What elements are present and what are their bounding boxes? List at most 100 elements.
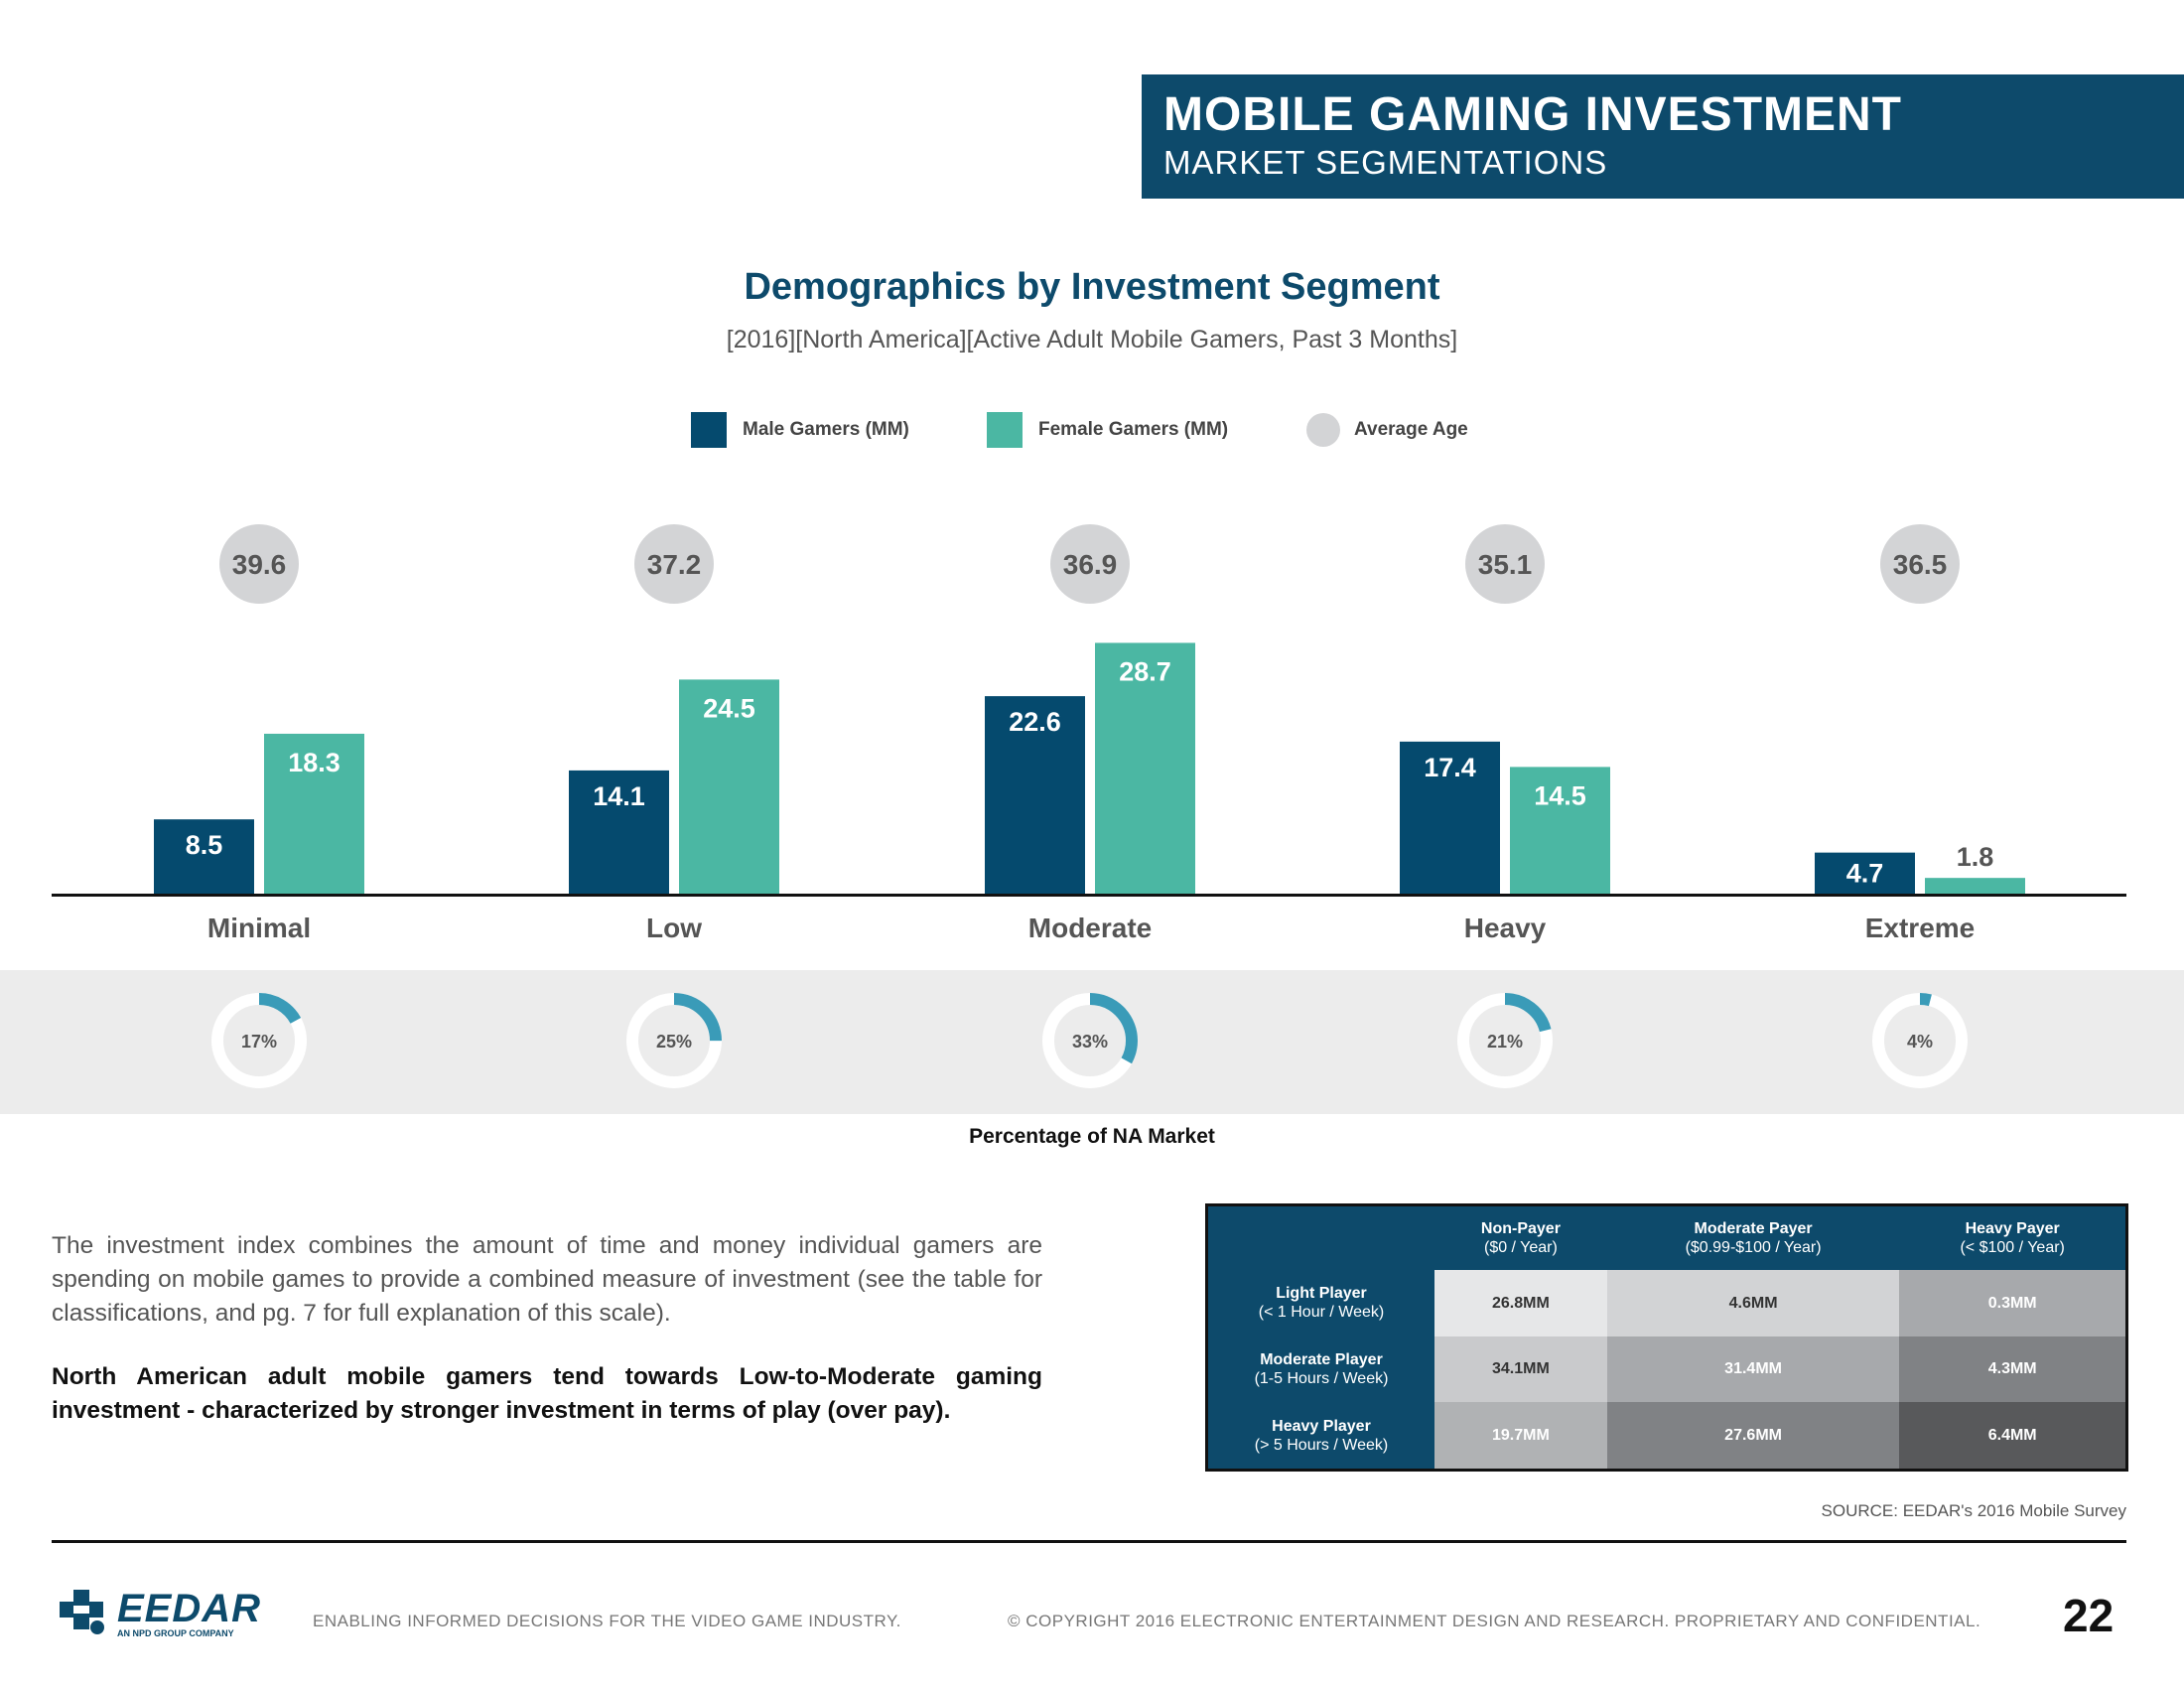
table-row-header: Heavy Player (> 5 Hours / Week) — [1208, 1402, 1434, 1469]
average-age-label: 36.9 — [1063, 549, 1118, 580]
donut-label: 25% — [656, 1032, 692, 1052]
bar-male — [1400, 741, 1500, 894]
donut-arc — [1042, 993, 1138, 1088]
body-conclusion: North American adult mobile gamers tend … — [52, 1363, 1042, 1424]
table-col-header: Moderate Payer ($0.99-$100 / Year) — [1607, 1206, 1900, 1270]
bar-female — [1095, 642, 1195, 894]
bar-label-male: 8.5 — [186, 830, 223, 860]
col-detail: ($0 / Year) — [1483, 1239, 1558, 1256]
legend-swatch-female — [987, 412, 1023, 448]
donut-label: 4% — [1907, 1032, 1933, 1052]
legend-item-male: Male Gamers (MM) — [691, 412, 909, 448]
legend-item-average-age: Average Age — [1306, 412, 1468, 448]
bar-label-male: 4.7 — [1846, 859, 1884, 889]
table-cell: 19.7MM — [1434, 1402, 1607, 1469]
table-cell: 31.4MM — [1606, 1336, 1900, 1403]
category-label: Low — [646, 913, 702, 943]
market-share-caption: Percentage of NA Market — [969, 1125, 1215, 1148]
bar-female — [679, 679, 779, 894]
average-age-label: 35.1 — [1478, 549, 1533, 580]
page-number: 22 — [2063, 1590, 2115, 1641]
donut-label: 21% — [1487, 1032, 1523, 1052]
bar-female — [264, 733, 364, 894]
eedar-logo-icon — [60, 1590, 104, 1634]
bar-female — [1510, 767, 1610, 894]
bar-male — [569, 770, 669, 894]
bar-label-male: 14.1 — [593, 781, 645, 811]
donut-arc — [1457, 993, 1553, 1088]
bar-male — [154, 819, 254, 894]
table-cell: 4.6MM — [1606, 1270, 1900, 1336]
row-detail: (1-5 Hours / Week) — [1254, 1369, 1389, 1387]
bar-label-male: 22.6 — [1009, 707, 1061, 737]
table-cell: 26.8MM — [1434, 1270, 1607, 1336]
bar-male — [1815, 852, 1915, 894]
bar-label-female: 1.8 — [1957, 842, 1994, 872]
bar-label-female: 24.5 — [703, 693, 755, 723]
average-age-bubble — [1880, 524, 1960, 604]
row-name: Light Player — [1276, 1285, 1367, 1303]
table-row-header: Light Player (< 1 Hour / Week) — [1208, 1270, 1434, 1336]
table-header-row: Non-Payer ($0 / Year) Moderate Payer ($0.9… — [1208, 1206, 2125, 1270]
segmentation-table: Non-Payer ($0 / Year) Moderate Payer ($0.9… — [1205, 1203, 2128, 1472]
table-cell: 6.4MM — [1899, 1402, 2125, 1469]
footer-divider — [52, 1540, 2126, 1543]
body-paragraph: The investment index combines the amount… — [52, 1232, 1042, 1327]
logo-wordmark: EEDAR — [117, 1587, 262, 1630]
col-name: Heavy Payer — [1965, 1220, 2060, 1237]
average-age-bubble — [634, 524, 714, 604]
table-cell: 4.3MM — [1899, 1336, 2125, 1403]
row-name: Heavy Player — [1272, 1417, 1371, 1435]
source-note: SOURCE: EEDAR's 2016 Mobile Survey — [1821, 1501, 2126, 1520]
category-label: Moderate — [1028, 913, 1152, 943]
legend-dot-average-age — [1306, 413, 1340, 447]
bar-label-female: 14.5 — [1534, 780, 1586, 810]
donut-arc — [1872, 993, 1968, 1088]
page-title: MOBILE GAMING INVESTMENT — [1163, 88, 1902, 141]
chart-subtitle: [2016][North America][Active Adult Mobil… — [726, 326, 1458, 353]
bar-label-female: 18.3 — [288, 748, 341, 777]
bar-label-male: 17.4 — [1424, 753, 1476, 782]
bar-chart: 8.5 18.3 39.6 Minimal 17% 14.1 24.5 37.2 Low 25% 2… — [52, 524, 2126, 1088]
table-row: Heavy Player (> 5 Hours / Week) 19.7MM 27… — [1208, 1402, 2125, 1469]
table-corner — [1208, 1206, 1434, 1270]
table-col-header: Non-Payer ($0 / Year) — [1434, 1206, 1607, 1270]
legend-label-male: Male Gamers (MM) — [743, 419, 909, 440]
row-detail: (< 1 Hour / Week) — [1258, 1304, 1385, 1322]
average-age-label: 37.2 — [647, 549, 702, 580]
category-label: Extreme — [1865, 913, 1976, 943]
col-detail: ($0.99-$100 / Year) — [1685, 1239, 1822, 1256]
donut-arc — [626, 993, 722, 1088]
logo-tagline: AN NPD GROUP COMPANY — [117, 1628, 234, 1638]
category-label: Heavy — [1464, 913, 1547, 943]
bar-female — [1925, 878, 2025, 894]
average-age-label: 36.5 — [1893, 549, 1948, 580]
table-row-header: Moderate Player (1-5 Hours / Week) — [1208, 1336, 1434, 1403]
table-col-header: Heavy Payer (< $100 / Year) — [1899, 1206, 2125, 1270]
table-cell: 27.6MM — [1606, 1402, 1900, 1469]
table-row: Moderate Player (1-5 Hours / Week) 34.1MM… — [1208, 1336, 2125, 1403]
row-name: Moderate Player — [1260, 1350, 1383, 1368]
bar-male — [985, 696, 1085, 894]
table-row: Light Player (< 1 Hour / Week) 26.8MM 4.6… — [1208, 1270, 2125, 1336]
average-age-bubble — [1050, 524, 1130, 604]
legend-item-female: Female Gamers (MM) — [987, 412, 1228, 448]
table-cell: 0.3MM — [1899, 1270, 2125, 1336]
col-name: Moderate Payer — [1694, 1220, 1813, 1237]
row-detail: (> 5 Hours / Week) — [1254, 1436, 1389, 1454]
chart-title: Demographics by Investment Segment — [744, 266, 1440, 308]
donut-label: 17% — [241, 1032, 277, 1052]
legend-swatch-male — [691, 412, 727, 448]
table-cell: 34.1MM — [1434, 1336, 1607, 1403]
average-age-bubble — [219, 524, 299, 604]
donut-label: 33% — [1072, 1032, 1108, 1052]
footer-tagline: ENABLING INFORMED DECISIONS FOR THE VIDE… — [313, 1612, 901, 1630]
header-banner — [1142, 74, 2184, 199]
donut-arc — [211, 993, 307, 1088]
legend-label-female: Female Gamers (MM) — [1038, 419, 1229, 440]
average-age-label: 39.6 — [232, 549, 287, 580]
col-name: Non-Payer — [1480, 1220, 1561, 1237]
category-label: Minimal — [207, 913, 311, 943]
col-detail: (< $100 / Year) — [1960, 1239, 2065, 1256]
legend-label-average-age: Average Age — [1354, 419, 1468, 440]
